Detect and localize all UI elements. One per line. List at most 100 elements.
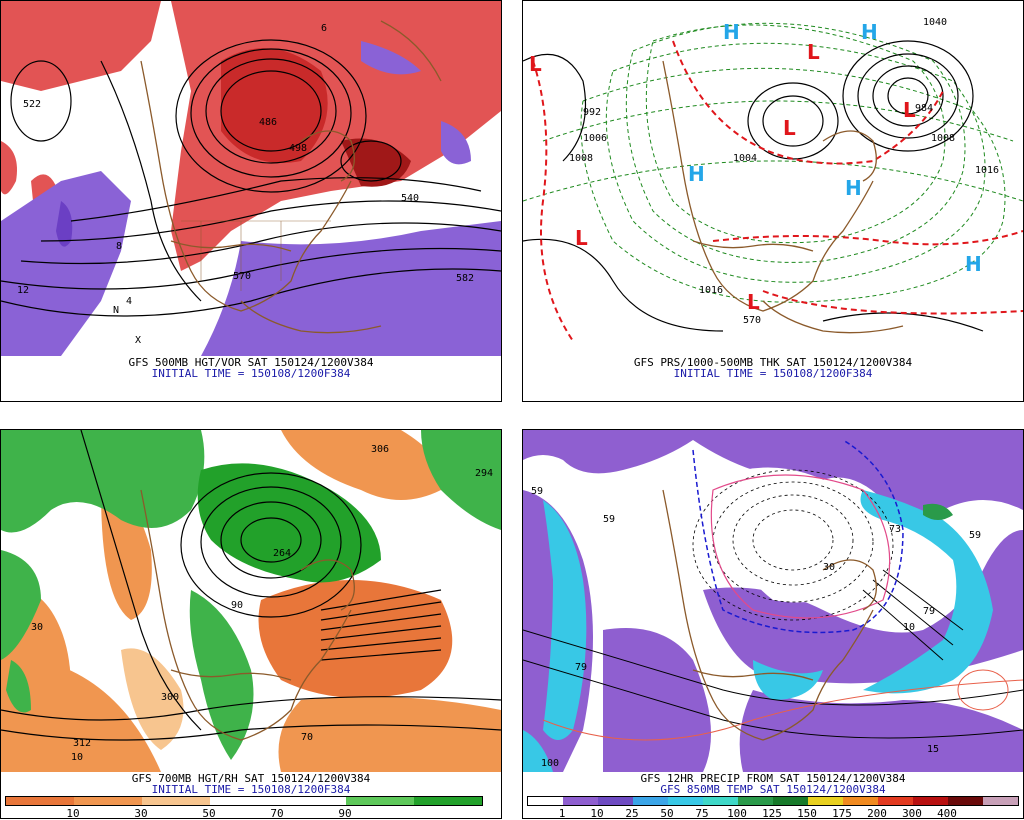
contour-label: 294 [475, 468, 493, 479]
colorbar-swatch [703, 797, 738, 805]
contour-label: 306 [371, 444, 389, 455]
colorbar-tick-label: 30 [134, 807, 148, 820]
panel-700mb-hgt-rh: 306 294 264 312 300 10 90 70 30 GFS 700M… [0, 429, 502, 820]
high-pressure-marker: H [861, 20, 878, 44]
precip-label: 59 [969, 530, 981, 541]
high-pressure-marker: H [688, 162, 705, 186]
initial-time: INITIAL TIME = 150108/1200F384 [673, 367, 873, 380]
precip-label: 79 [923, 606, 935, 617]
colorbar-tick-label: 75 [695, 807, 709, 820]
contour-label: 486 [259, 117, 277, 128]
colorbar-tick-label: 1 [558, 807, 566, 820]
contour-label: 4 [126, 296, 132, 307]
precip-label: 15 [927, 744, 939, 755]
colorbar-swatch [278, 797, 346, 805]
panel-caption: GFS PRS/1000-500MB THK SAT 150124/1200V3… [633, 356, 913, 369]
low-pressure-marker: L [903, 98, 916, 122]
panel-pressure-thickness: H H H H H L L L L L L 992 1008 1006 1004… [522, 0, 1024, 402]
panel-caption-2: GFS 850MB TEMP SAT 150124/1200V384 [660, 783, 886, 796]
colorbar-swatch [563, 797, 598, 805]
isobar-label: 984 [915, 103, 933, 114]
contour-label: 300 [161, 692, 179, 703]
isobar-label: 992 [583, 107, 601, 118]
colorbar-swatch [414, 797, 482, 805]
isobar-label: 1016 [975, 165, 999, 176]
low-pressure-marker: L [575, 226, 588, 250]
temp-label: 10 [903, 622, 915, 633]
rh-label: 10 [71, 752, 83, 763]
rh-colorbar-labels: 10 30 50 70 90 [5, 807, 485, 820]
colorbar-tick-label: 150 [797, 807, 817, 820]
rh-label: 70 [301, 732, 313, 743]
colorbar-tick-label: 50 [660, 807, 674, 820]
colorbar-tick-label: 125 [762, 807, 782, 820]
colorbar-swatch [210, 797, 278, 805]
contour-label: 498 [289, 143, 307, 154]
humidity-map: 306 294 264 312 300 10 90 70 30 [1, 430, 501, 772]
colorbar-tick-label: 175 [832, 807, 852, 820]
low-pressure-marker: L [807, 40, 820, 64]
panel-caption: GFS 500MB HGT/VOR SAT 150124/1200V384 [128, 356, 374, 369]
rh-colorbar [5, 796, 483, 806]
colorbar-swatch [528, 797, 563, 805]
colorbar-swatch [948, 797, 983, 805]
contour-label: 570 [233, 271, 251, 282]
contour-label: 264 [273, 548, 291, 559]
isobar-label: 1008 [931, 133, 955, 144]
colorbar-swatch [74, 797, 142, 805]
isobar-label: 1016 [699, 285, 723, 296]
precip-label: 59 [603, 514, 615, 525]
panel-caption: GFS 700MB HGT/RH SAT 150124/1200V384 [131, 772, 371, 785]
pressure-map: H H H H H L L L L L L 992 1008 1006 1004… [523, 1, 1023, 356]
temp-label: 30 [823, 562, 835, 573]
colorbar-swatch [633, 797, 668, 805]
contour-label: 312 [73, 738, 91, 749]
contour-label: 582 [456, 273, 474, 284]
colorbar-tick-label: 70 [270, 807, 284, 820]
low-pressure-marker: L [783, 116, 796, 140]
high-pressure-marker: H [845, 176, 862, 200]
contour-label: 12 [17, 285, 29, 296]
high-pressure-marker: H [965, 252, 982, 276]
vorticity-map: 522 486 498 540 570 582 6 8 4 12 N X [1, 1, 501, 356]
thickness-label: 570 [743, 315, 761, 326]
rh-label: 30 [31, 622, 43, 633]
colorbar-swatch [668, 797, 703, 805]
colorbar-tick-label: 10 [66, 807, 80, 820]
colorbar-swatch [808, 797, 843, 805]
precip-map: 59 59 59 79 73 79 100 15 30 10 [523, 430, 1023, 772]
colorbar-tick-label: 100 [727, 807, 747, 820]
isobar-label: 1040 [923, 17, 947, 28]
vorticity-marker: X [135, 335, 141, 346]
colorbar-tick-label: 25 [625, 807, 639, 820]
panel-caption: GFS 12HR PRECIP FROM SAT 150124/1200V384 [640, 772, 906, 785]
isobar-label: 1004 [733, 153, 757, 164]
precip-colorbar-labels: 1 10 25 50 75 100 125 150 175 200 300 400 [527, 807, 1007, 820]
colorbar-tick-label: 400 [937, 807, 957, 820]
contour-label: 522 [23, 99, 41, 110]
isobar-label: 1008 [569, 153, 593, 164]
panel-500mb-hgt-vor: 522 486 498 540 570 582 6 8 4 12 N X GFS… [0, 0, 502, 402]
colorbar-swatch [598, 797, 633, 805]
colorbar-swatch [773, 797, 808, 805]
colorbar-tick-label: 90 [338, 807, 352, 820]
colorbar-tick-label: 300 [902, 807, 922, 820]
precip-label: 73 [889, 524, 901, 535]
precip-label: 100 [541, 758, 559, 769]
colorbar-swatch [346, 797, 414, 805]
rh-label: 90 [231, 600, 243, 611]
low-pressure-marker: L [747, 290, 760, 314]
contour-label: 540 [401, 193, 419, 204]
colorbar-swatch [983, 797, 1018, 805]
high-pressure-marker: H [723, 20, 740, 44]
initial-time: INITIAL TIME = 150108/1200F384 [151, 367, 351, 380]
low-pressure-marker: L [529, 52, 542, 76]
colorbar-swatch [142, 797, 210, 805]
precip-label: 79 [575, 662, 587, 673]
isobar-label: 1006 [583, 133, 607, 144]
vorticity-marker: N [113, 305, 119, 316]
colorbar-tick-label: 50 [202, 807, 216, 820]
panel-precip-850mb-temp: 59 59 59 79 73 79 100 15 30 10 GFS 12HR … [522, 429, 1024, 820]
colorbar-swatch [913, 797, 948, 805]
colorbar-swatch [878, 797, 913, 805]
